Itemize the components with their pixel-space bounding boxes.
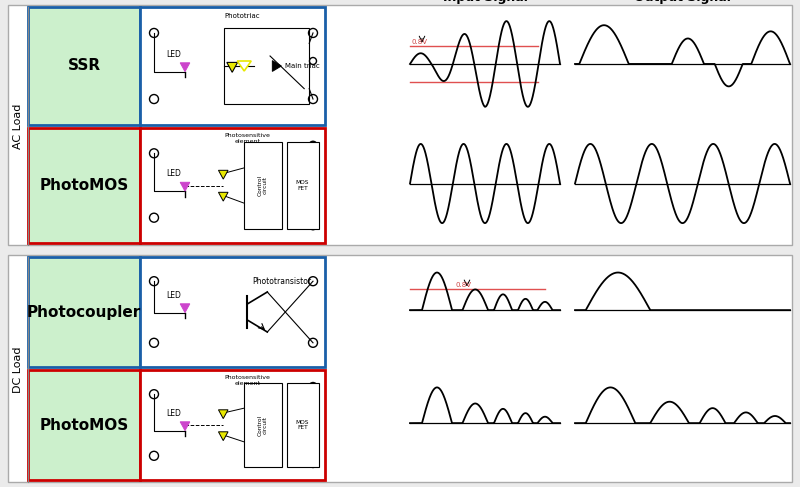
Bar bbox=[28, 257, 140, 367]
Bar bbox=[244, 142, 282, 229]
Polygon shape bbox=[180, 63, 190, 72]
Bar bbox=[244, 383, 282, 467]
Bar bbox=[286, 383, 318, 467]
Polygon shape bbox=[218, 170, 228, 179]
Circle shape bbox=[309, 421, 317, 429]
Polygon shape bbox=[272, 60, 282, 72]
Bar bbox=[140, 128, 325, 243]
Circle shape bbox=[309, 28, 318, 37]
Circle shape bbox=[150, 94, 158, 104]
Circle shape bbox=[150, 149, 158, 158]
Text: SSR: SSR bbox=[67, 58, 101, 74]
Text: Control
circuit: Control circuit bbox=[258, 414, 268, 435]
Text: LED: LED bbox=[166, 169, 181, 179]
Text: Photocoupler: Photocoupler bbox=[27, 304, 141, 319]
Circle shape bbox=[309, 94, 318, 104]
Circle shape bbox=[309, 382, 317, 391]
Text: Input Signal: Input Signal bbox=[442, 0, 527, 4]
Circle shape bbox=[310, 57, 317, 64]
Text: Phototriac: Phototriac bbox=[224, 13, 259, 19]
Bar bbox=[28, 370, 140, 480]
Circle shape bbox=[309, 222, 317, 230]
Text: PhotoMOS: PhotoMOS bbox=[39, 178, 129, 193]
Text: Photosensitive
element: Photosensitive element bbox=[224, 133, 270, 144]
Circle shape bbox=[150, 28, 158, 37]
Circle shape bbox=[150, 390, 158, 399]
Text: MOS
FET: MOS FET bbox=[296, 180, 310, 191]
Circle shape bbox=[150, 277, 158, 286]
Polygon shape bbox=[180, 182, 190, 191]
Circle shape bbox=[309, 460, 317, 468]
Bar bbox=[8, 5, 792, 245]
Polygon shape bbox=[218, 410, 228, 419]
Bar bbox=[286, 142, 318, 229]
Text: 0.8V: 0.8V bbox=[455, 282, 471, 288]
Text: MOS
FET: MOS FET bbox=[296, 420, 310, 431]
Bar bbox=[28, 7, 140, 125]
Text: DC Load: DC Load bbox=[13, 346, 23, 393]
Polygon shape bbox=[180, 422, 190, 431]
Text: Output Signal: Output Signal bbox=[634, 0, 731, 4]
Text: 0.8V: 0.8V bbox=[411, 38, 427, 45]
Circle shape bbox=[150, 451, 158, 460]
Text: LED: LED bbox=[166, 291, 181, 300]
Circle shape bbox=[150, 213, 158, 222]
Circle shape bbox=[150, 338, 158, 347]
Text: AC Load: AC Load bbox=[13, 103, 23, 149]
Polygon shape bbox=[180, 304, 190, 313]
Text: Photosensitive
element: Photosensitive element bbox=[224, 375, 270, 386]
Bar bbox=[140, 257, 325, 367]
Text: PhotoMOS: PhotoMOS bbox=[39, 417, 129, 432]
Bar bbox=[28, 128, 140, 243]
Bar bbox=[224, 28, 309, 104]
Circle shape bbox=[309, 141, 317, 149]
Text: Main triac: Main triac bbox=[285, 63, 320, 69]
Polygon shape bbox=[218, 432, 228, 441]
Bar bbox=[8, 255, 792, 482]
Circle shape bbox=[309, 182, 317, 189]
Polygon shape bbox=[227, 62, 238, 72]
Circle shape bbox=[309, 277, 318, 286]
Polygon shape bbox=[237, 61, 251, 71]
Polygon shape bbox=[218, 192, 228, 201]
Text: Control
circuit: Control circuit bbox=[258, 175, 268, 196]
Bar bbox=[140, 7, 325, 125]
Text: LED: LED bbox=[166, 409, 181, 418]
Bar bbox=[140, 370, 325, 480]
Text: Phototransistor: Phototransistor bbox=[252, 277, 311, 286]
Text: LED: LED bbox=[166, 50, 181, 59]
Circle shape bbox=[309, 338, 318, 347]
